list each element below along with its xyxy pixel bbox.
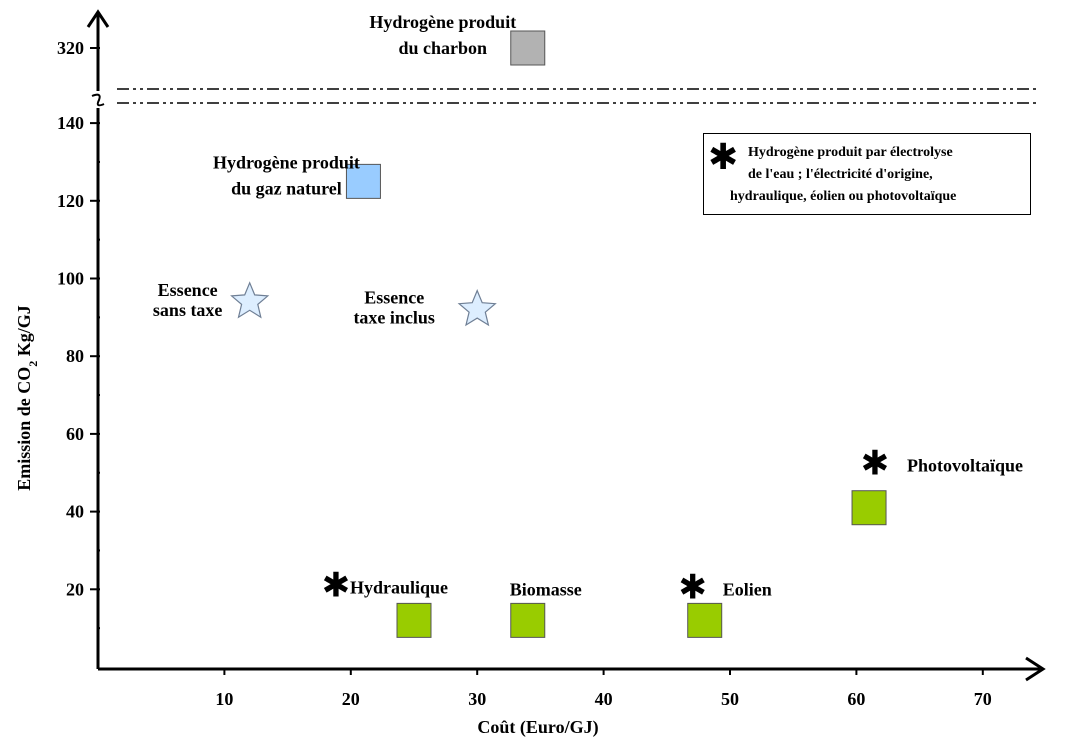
data-point: Essence sans taxe xyxy=(153,280,270,320)
y-tick-label: 140 xyxy=(57,113,84,133)
x-ticks: 10 20 30 40 50 60 70 xyxy=(215,669,992,709)
legend-line-2: de l'eau ; l'électricité d'origine, xyxy=(748,167,933,182)
asterisk-icon: ✱ xyxy=(708,137,739,178)
x-axis-label: Coût (Euro/GJ) xyxy=(477,717,598,738)
x-tick-label: 70 xyxy=(974,689,992,709)
data-label: Hydrogène produit du gaz naturel xyxy=(213,152,360,198)
asterisk-icon: ✱ xyxy=(322,565,351,605)
data-label: Essence taxe inclus xyxy=(353,288,435,328)
y-tick-label: 20 xyxy=(66,579,84,599)
y-tick-label: 80 xyxy=(66,346,84,366)
x-tick-label: 10 xyxy=(215,689,233,709)
square-marker xyxy=(396,602,432,638)
x-tick-label: 40 xyxy=(595,689,613,709)
square-marker xyxy=(345,163,381,199)
x-axis-arrow xyxy=(1025,656,1046,682)
data-point: Eolien ✱ xyxy=(678,567,772,638)
y-tick-label: 120 xyxy=(57,191,84,211)
asterisk-icon: ✱ xyxy=(678,567,707,607)
y-axis-arrow xyxy=(86,9,110,28)
y-axis-label: Emission de CO2 Kg/GJ xyxy=(14,305,40,491)
legend-line-3: hydraulique, éolien ou photovoltaïque xyxy=(730,189,957,204)
data-point: Hydrogène produit du gaz naturel xyxy=(213,152,381,199)
data-point: Biomasse xyxy=(510,579,582,638)
data-label: Hydraulique xyxy=(350,577,448,597)
asterisk-icon: ✱ xyxy=(861,444,890,484)
y-ticks: 20 40 60 80 100 120 140 320 xyxy=(57,38,100,630)
square-marker xyxy=(687,602,723,638)
data-label: Essence sans taxe xyxy=(153,280,223,320)
square-marker xyxy=(510,602,546,638)
data-label: Biomasse xyxy=(510,579,582,599)
x-tick-label: 50 xyxy=(721,689,739,709)
axes xyxy=(86,9,1046,682)
data-point: Photovoltaïque ✱ xyxy=(851,444,1023,526)
legend-line-1: Hydrogène produit par électrolyse xyxy=(748,145,953,160)
data-label: Eolien xyxy=(723,579,772,599)
y-tick-label: 320 xyxy=(57,38,84,58)
data-label: Hydrogène produit du charbon xyxy=(369,12,516,58)
y-tick-label: 40 xyxy=(66,502,84,522)
x-tick-label: 20 xyxy=(342,689,360,709)
star-marker xyxy=(230,281,270,319)
y-tick-label: 100 xyxy=(57,269,84,289)
x-tick-label: 30 xyxy=(468,689,486,709)
data-points: Hydrogène produit du charbon Hydrogène pro… xyxy=(153,12,1023,638)
data-point: Hydrogène produit du charbon xyxy=(369,12,546,66)
data-point: Hydraulique✱ xyxy=(322,565,448,638)
square-marker xyxy=(510,30,546,66)
axis-break-mark xyxy=(91,93,105,107)
data-point: Essence taxe inclus xyxy=(353,288,497,328)
star-marker xyxy=(457,289,497,327)
x-tick-label: 60 xyxy=(847,689,865,709)
data-label: Photovoltaïque xyxy=(907,456,1023,476)
square-marker xyxy=(851,490,887,526)
y-tick-label: 60 xyxy=(66,424,84,444)
legend: ✱ Hydrogène produit par électrolyse de l… xyxy=(703,133,1031,215)
